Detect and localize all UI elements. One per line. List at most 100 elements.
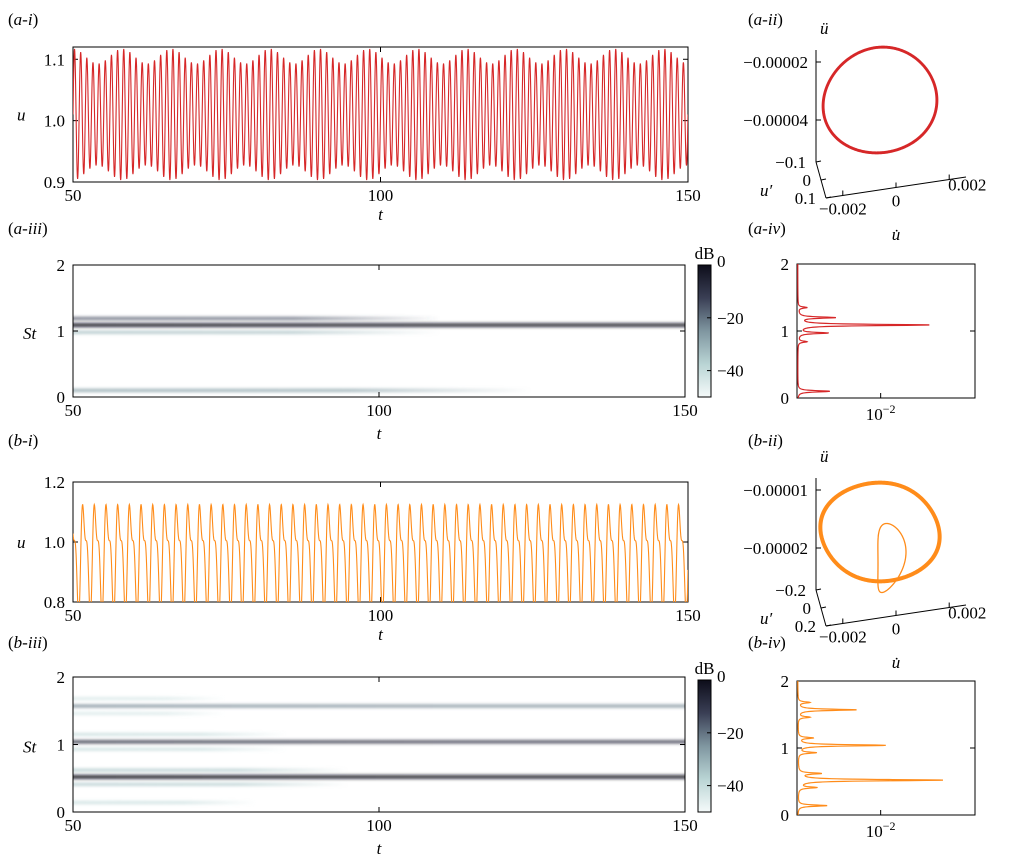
y-axis-label: St (23, 738, 38, 757)
y-tick-label: 1 (781, 739, 790, 758)
x-axis-label: t (377, 839, 383, 858)
spectral-band (73, 704, 685, 708)
colorbar-tick-label: −20 (717, 724, 744, 743)
spectral-band (73, 768, 685, 772)
x-tick-label: 0 (892, 192, 901, 211)
depth-tick-label: −0.1 (775, 153, 806, 172)
depth-tick-label: −0.2 (775, 581, 806, 600)
panel-label: (a-iv) (748, 219, 786, 238)
spectral-band (73, 331, 685, 334)
spectral-band (73, 740, 685, 744)
colorbar-tick-label: −20 (717, 309, 744, 328)
depth-tick (820, 178, 827, 181)
spectral-band (73, 783, 685, 786)
x-tick-label: 100 (366, 816, 392, 835)
y-tick-label: 2 (781, 672, 790, 691)
x-tick-label: 0 (892, 620, 901, 639)
y-tick-label: 1 (57, 322, 66, 341)
y-axis-label: u (17, 533, 26, 552)
depth-tick-label: 0.2 (795, 617, 816, 636)
depth-tick (815, 588, 822, 591)
attractor-trajectory (818, 480, 942, 594)
x-tick-label: 50 (65, 401, 82, 420)
panel-a-iv: (a-iv) 0 1 2 10−2 (748, 219, 976, 424)
depth-tick (825, 624, 832, 627)
panel-label: (b-ii) (748, 431, 783, 450)
y-tick-label: 2 (57, 256, 66, 275)
y-tick-label: 0.9 (44, 173, 65, 192)
series-line (73, 48, 688, 181)
spectral-band (73, 697, 685, 700)
depth-tick (820, 606, 827, 609)
x-tick-label: 100 (368, 186, 394, 205)
panel-label: (b-iv) (748, 633, 786, 652)
figure-layer: (a-i)50 100 1500.91.01.1tu(a-ii)−0.00002−0… (8, 10, 986, 858)
y-tick-label: 1.1 (44, 50, 65, 69)
x-axis-label: u̇ (892, 653, 901, 672)
colorbar-label: dB (695, 659, 715, 678)
series-line (73, 502, 688, 602)
spectral-band (73, 712, 685, 715)
x-axis-label: t (377, 424, 383, 443)
spectral-band (73, 775, 685, 779)
spectral-band (73, 317, 685, 320)
colorbar-tick-label: 0 (717, 252, 726, 271)
heatmap-background (73, 265, 685, 397)
x-tick-label: 150 (672, 816, 698, 835)
x-tick-label: 100 (368, 606, 394, 625)
panel-label: (b-iii) (8, 633, 48, 652)
spectral-band (73, 733, 685, 736)
colorbar-tick-label: −40 (717, 362, 744, 381)
y-axis-label: St (23, 324, 38, 343)
colorbar-tick-label: −40 (717, 777, 744, 796)
x-tick-label: −0.002 (819, 627, 867, 646)
z-tick-label: −0.00002 (743, 539, 808, 558)
z-axis-label: ü (820, 447, 829, 466)
z-tick-label: −0.00001 (743, 481, 808, 500)
panel-label: (a-iii) (8, 219, 48, 238)
x-tick-label: 100 (366, 401, 392, 420)
depth-tick-label: 0.1 (795, 189, 816, 208)
depth-tick-label: 0 (803, 171, 812, 190)
attractor-trajectory (821, 45, 939, 155)
x-tick-label: 0.002 (948, 176, 986, 195)
colorbar (697, 679, 712, 813)
depth-axis-label: u′ (760, 609, 773, 628)
y-tick-label: 2 (57, 668, 66, 687)
y-tick-label: 1.2 (44, 473, 65, 492)
spectral-band (73, 748, 685, 751)
x-tick-label: 50 (65, 816, 82, 835)
panel-label: (a-ii) (748, 10, 783, 29)
depth-axis-label: u′ (760, 181, 773, 200)
plot-frame (796, 263, 976, 399)
spectral-band (73, 389, 685, 392)
x-tick-label: 10−2 (866, 819, 896, 841)
panel-b-i: (b-i) 50 100 150 0.8 1.0 1.2 t u (8, 431, 701, 644)
colorbar (697, 264, 712, 398)
y-tick-label: 2 (781, 255, 790, 274)
y-axis-label: u (17, 106, 26, 125)
y-tick-label: 0 (781, 389, 790, 408)
panel-label: (a-i) (8, 10, 38, 29)
depth-tick-label: 0 (803, 599, 812, 618)
x-tick-label: −0.002 (819, 199, 867, 218)
y-tick-label: 0 (57, 388, 66, 407)
y-tick-label: 1 (57, 736, 66, 755)
panel-b-iv: (b-iv) 0 1 2 10−2 (748, 633, 976, 841)
spectrum-line (797, 681, 943, 815)
y-tick-label: 0 (781, 806, 790, 825)
spectral-band (73, 323, 685, 327)
z-tick-label: −0.00002 (743, 53, 808, 72)
z-axis-label: ü (820, 19, 829, 38)
heatmap-background (73, 677, 685, 812)
x-tick-label: 50 (65, 186, 82, 205)
colorbar-label: dB (695, 244, 715, 263)
y-tick-label: 0.8 (44, 593, 65, 612)
z-tick-label: −0.00004 (743, 111, 808, 130)
depth-tick (825, 196, 832, 199)
x-tick-label: 150 (675, 186, 701, 205)
x-tick-label: 0.002 (948, 604, 986, 623)
